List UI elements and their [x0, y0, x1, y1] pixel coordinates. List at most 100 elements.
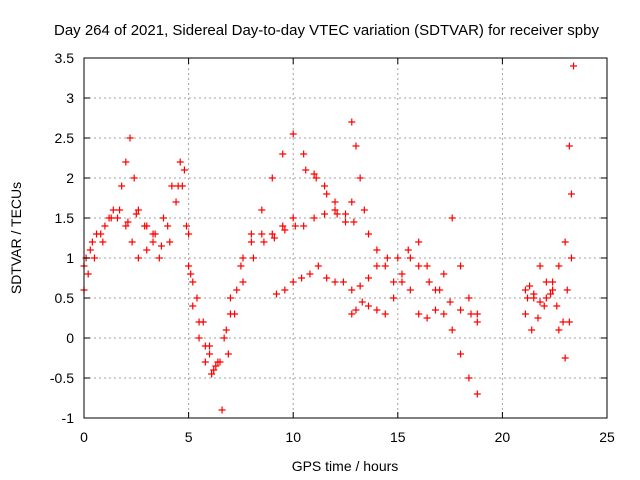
data-point — [390, 294, 398, 302]
series-track-d — [272, 246, 481, 326]
data-point — [176, 158, 184, 166]
data-point — [373, 262, 381, 270]
chart-title: Day 264 of 2021, Sidereal Day-to-day VTE… — [54, 22, 599, 39]
data-points — [80, 62, 578, 414]
series-track-g — [521, 62, 578, 306]
data-point — [381, 310, 389, 318]
data-point — [528, 326, 536, 334]
data-point — [446, 298, 454, 306]
data-point — [373, 246, 381, 254]
data-point — [86, 246, 94, 254]
data-point — [423, 262, 431, 270]
x-axis-label: GPS time / hours — [292, 458, 399, 474]
data-point — [239, 278, 247, 286]
data-point — [174, 182, 182, 190]
data-point — [189, 278, 197, 286]
data-point — [365, 230, 373, 238]
data-point — [553, 302, 561, 310]
data-point — [134, 206, 142, 214]
data-point — [289, 130, 297, 138]
data-point — [116, 206, 124, 214]
data-point — [113, 214, 121, 222]
data-point — [247, 238, 255, 246]
data-point — [164, 222, 172, 230]
data-point — [314, 262, 322, 270]
data-point — [348, 118, 356, 126]
data-point — [268, 174, 276, 182]
data-point — [210, 366, 218, 374]
data-point — [300, 222, 308, 230]
data-point — [350, 218, 358, 226]
data-point — [195, 334, 203, 342]
data-point — [540, 302, 548, 310]
data-point — [521, 286, 529, 294]
data-point — [415, 310, 423, 318]
data-point — [352, 142, 360, 150]
data-point — [122, 222, 130, 230]
data-point — [555, 326, 563, 334]
data-point — [226, 294, 234, 302]
data-point — [342, 210, 349, 218]
data-point — [224, 350, 232, 358]
data-point — [281, 286, 289, 294]
data-point — [521, 310, 529, 318]
data-point — [126, 134, 134, 142]
data-point — [567, 190, 575, 198]
data-point — [415, 238, 423, 246]
data-point — [431, 306, 439, 314]
data-point — [220, 334, 228, 342]
x-tick-label: 25 — [599, 429, 615, 445]
data-point — [373, 306, 381, 314]
data-point — [333, 210, 341, 218]
data-point — [524, 294, 532, 302]
data-point — [457, 262, 465, 270]
data-point — [249, 254, 257, 262]
data-point — [306, 270, 314, 278]
data-point — [172, 198, 180, 206]
y-tick-label: 1 — [66, 250, 74, 266]
data-point — [159, 214, 167, 222]
data-point — [155, 254, 163, 262]
y-tick-label: 2 — [66, 170, 74, 186]
data-point — [212, 362, 220, 370]
data-point — [425, 278, 433, 286]
data-point — [570, 62, 578, 70]
y-axis-ticks: -1 -0.5 0 0.5 1 1.5 2 2.5 3 3.5 — [50, 50, 607, 426]
series-track-h — [521, 190, 575, 334]
y-tick-label: 3 — [66, 90, 74, 106]
data-point — [356, 174, 364, 182]
data-point — [342, 218, 349, 226]
data-point — [561, 354, 569, 362]
data-point — [279, 222, 287, 230]
data-point — [166, 238, 174, 246]
data-point — [440, 270, 448, 278]
data-point — [233, 286, 241, 294]
data-point — [348, 286, 356, 294]
data-point — [547, 290, 555, 298]
series-track-f — [348, 214, 481, 322]
data-point — [365, 302, 373, 310]
data-point — [331, 206, 339, 214]
data-point — [457, 350, 465, 358]
data-point — [130, 174, 138, 182]
data-point — [473, 318, 481, 326]
data-point — [247, 230, 255, 238]
data-point — [185, 262, 193, 270]
data-point — [193, 294, 201, 302]
data-point — [88, 238, 96, 246]
data-point — [549, 278, 557, 286]
data-point — [404, 246, 412, 254]
data-point — [149, 238, 157, 246]
data-point — [218, 406, 226, 414]
data-point — [90, 254, 98, 262]
y-tick-label: -0.5 — [50, 370, 74, 386]
data-point — [141, 222, 149, 230]
data-point — [122, 158, 130, 166]
data-point — [465, 374, 473, 382]
data-point — [331, 198, 339, 206]
data-point — [549, 286, 557, 294]
data-point — [339, 278, 347, 286]
data-point — [356, 282, 364, 290]
data-point — [448, 326, 456, 334]
data-point — [260, 238, 268, 246]
